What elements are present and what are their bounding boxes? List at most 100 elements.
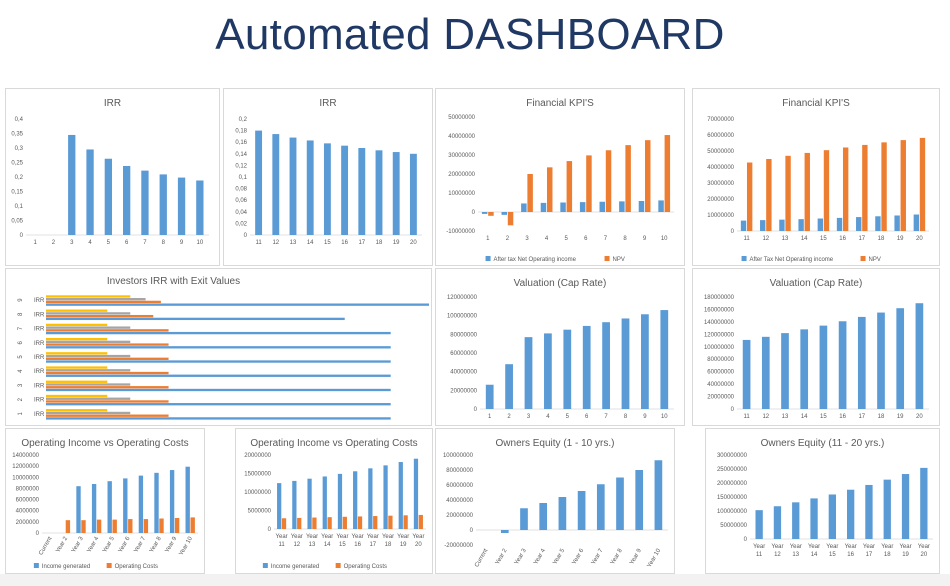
category-label: 7 (18, 326, 24, 330)
bar (342, 516, 347, 529)
bar (577, 491, 586, 530)
bar (46, 409, 108, 412)
x-tick-label: 7 (143, 240, 147, 246)
x-tick-label: 10 (661, 414, 668, 420)
x-tick-label: 13 (782, 236, 789, 242)
bar (46, 371, 169, 375)
chart-title: Owners Equity (1 - 10 yrs.) (496, 438, 615, 449)
bar (596, 484, 605, 530)
y-tick-label: 70000000 (707, 117, 734, 123)
operating-income-vs-costs-chart-years-11-20: Operating Income vs Operating Costs 0 5000… (235, 428, 433, 574)
y-tick-label: 50000000 (707, 149, 734, 155)
x-tick-label: 5 (565, 236, 569, 242)
bar (46, 337, 108, 341)
y-tick-label: 15000000 (244, 472, 271, 478)
x-tick-label: Year 8 (149, 535, 163, 553)
y-tick-label: 0,2 (239, 117, 248, 123)
row-label: IRR (34, 298, 45, 304)
row-label: IRR (34, 369, 45, 375)
bar (660, 310, 669, 409)
page-title: Automated DASHBOARD (215, 10, 725, 59)
x-tick-label: 8 (162, 240, 166, 246)
operating-income-vs-costs-chart-years-1-10: Operating Income vs Operating Costs 0 2000… (5, 428, 205, 574)
y-tick-label: 10000000 (12, 475, 39, 481)
bar (857, 316, 866, 409)
y-tick-label: 0 (20, 233, 24, 239)
y-tick-label: 0 (244, 233, 248, 239)
y-tick-label: 0 (731, 407, 735, 413)
x-tick-label: Year 3 (514, 547, 528, 565)
investors-irr-exit-values-chart: Investors IRR with Exit Values 1 IRR 2 IRR 3 I… (5, 268, 432, 426)
y-tick-label: 0,05 (11, 219, 23, 225)
y-tick-label: 0,15 (11, 190, 23, 196)
bar (488, 212, 494, 216)
y-tick-label: 20000000 (707, 197, 734, 203)
eq1-svg: Owners Equity (1 - 10 yrs.) -20000000 0 200… (443, 438, 668, 569)
y-tick-label: 0,16 (235, 140, 247, 146)
bar (323, 143, 331, 235)
y-tick-label: 0 (470, 528, 474, 534)
y-tick-label: 60000000 (707, 370, 734, 376)
x-tick-label: 7 (604, 414, 608, 420)
valuation-cap-rate-chart-years-1-10: Valuation (Cap Rate) 0 20000000 40000000 600… (435, 268, 685, 426)
bar (654, 460, 663, 530)
bar (91, 483, 97, 533)
x-tick-label: 15 (820, 414, 827, 420)
y-tick-label: 20000000 (448, 172, 475, 178)
bar (766, 159, 772, 231)
y-tick-label: 180000000 (704, 295, 735, 301)
x-tick-label: 1 (33, 240, 37, 246)
bar (485, 384, 494, 409)
bar (619, 201, 625, 212)
chart-title: Financial KPI'S (526, 98, 594, 109)
x-tick-label: 2 (507, 414, 511, 420)
bar (86, 149, 94, 235)
bar (383, 465, 388, 529)
legend-swatch (262, 563, 268, 568)
bar (122, 165, 131, 235)
y-tick-label: -20000000 (444, 543, 473, 549)
bar (373, 516, 378, 529)
x-tick-label: 8 (623, 236, 627, 242)
legend-swatch (604, 256, 610, 261)
bar (560, 202, 566, 212)
bar (819, 325, 828, 409)
bar (403, 515, 408, 529)
bar (196, 180, 204, 235)
bar (540, 202, 547, 212)
bar (828, 494, 837, 539)
y-tick-label: 0 (36, 531, 40, 537)
bar (281, 518, 287, 529)
bar (46, 346, 391, 349)
bar (46, 383, 131, 386)
y-tick-label: 0,1 (15, 204, 24, 210)
y-tick-label: 0,12 (235, 163, 247, 169)
x-tick-label: Year 8 (610, 547, 624, 565)
eq2-svg: Owners Equity (11 - 20 yrs.) 0 50000000 100… (717, 438, 933, 558)
bar (375, 150, 383, 235)
y-tick-label: 100000000 (704, 345, 735, 351)
y-tick-label: 40000000 (446, 498, 473, 504)
financial-kpi-chart-years-1-10: Financial KPI'S -10000000 0 10000000 2000000… (435, 88, 685, 266)
bar (46, 326, 131, 329)
bar (138, 475, 144, 533)
row-label: IRR (34, 412, 45, 418)
x-tick-label: Year 18 (881, 544, 893, 558)
x-tick-label: 6 (125, 240, 129, 246)
x-tick-label: 3 (527, 414, 531, 420)
x-tick-label: Year 17 (367, 534, 379, 548)
y-tick-label: 40000000 (707, 165, 734, 171)
bar (46, 331, 391, 335)
y-tick-label: 0,3 (15, 146, 24, 152)
x-tick-label: 12 (762, 414, 769, 420)
x-tick-label: Current (38, 536, 53, 557)
chart-title: Valuation (Cap Rate) (514, 278, 607, 289)
bar (520, 508, 528, 530)
x-tick-label: 14 (801, 236, 808, 242)
bar (501, 212, 508, 215)
bar (836, 217, 843, 231)
bar (46, 323, 108, 327)
bar (392, 152, 400, 235)
bar (800, 329, 809, 409)
opinc2-svg: Operating Income vs Operating Costs 0 5000… (244, 438, 426, 570)
